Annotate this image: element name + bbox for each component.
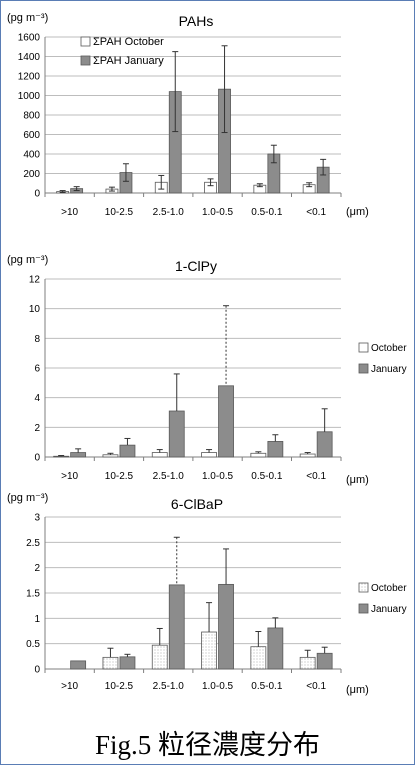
x-tick-label: 10-2.5 <box>105 471 134 482</box>
x-axis-label: (μm) <box>346 684 369 696</box>
x-tick-label: <0.1 <box>306 681 326 692</box>
x-tick-label: >10 <box>61 681 78 692</box>
y-tick-label: 2 <box>34 423 40 434</box>
bar-january <box>70 660 87 670</box>
bar-january <box>119 656 136 670</box>
bar-january <box>316 652 333 670</box>
x-tick-label: 1.0-0.5 <box>202 471 234 482</box>
bar-october <box>250 646 267 670</box>
y-tick-label: 0.5 <box>26 639 40 650</box>
bar-january <box>218 385 234 458</box>
y-axis-label: (pg m⁻³) <box>7 254 48 266</box>
y-tick-label: 1200 <box>18 72 41 83</box>
x-tick-label: 2.5-1.0 <box>153 681 185 692</box>
y-tick-label: 10 <box>29 304 41 315</box>
chart-2: 0 0.5 1 1.5 2 2.5 3 6-ClBaP (pg m⁻³) (μm) >10 10-2.… <box>7 492 407 696</box>
bar-october <box>201 452 217 458</box>
legend-label: October <box>371 583 407 594</box>
legend-label: October <box>371 343 407 354</box>
x-tick-label: 1.0-0.5 <box>202 207 234 218</box>
bar-january <box>119 444 136 458</box>
x-tick-label: 10-2.5 <box>105 207 134 218</box>
legend-label: January <box>371 604 407 615</box>
y-tick-label: 8 <box>34 334 40 345</box>
x-tick-label: 2.5-1.0 <box>153 471 185 482</box>
bar-january <box>168 584 185 670</box>
y-tick-label: 1400 <box>18 52 41 63</box>
x-tick-label: <0.1 <box>306 207 326 218</box>
bar-october <box>151 452 168 458</box>
bar-october <box>250 452 267 458</box>
y-tick-label: 4 <box>34 393 40 404</box>
legend-label: ΣPAH January <box>93 55 164 67</box>
bar-october <box>151 644 168 670</box>
bar-january <box>168 410 185 458</box>
figure-caption: Fig.5 粒径濃度分布 <box>94 730 321 760</box>
y-tick-label: 6 <box>34 364 40 375</box>
x-tick-label: 10-2.5 <box>105 681 134 692</box>
y-tick-label: 2 <box>34 563 40 574</box>
legend-label: ΣPAH October <box>93 36 164 48</box>
x-axis-label: (μm) <box>346 206 369 218</box>
chart-title: 6-ClBaP <box>171 496 223 512</box>
legend-swatch <box>80 36 91 47</box>
y-tick-label: 1.5 <box>26 589 40 600</box>
bar-october <box>102 656 119 670</box>
chart-0: 0 200 400 600 800 1000 1200 1400 1600 PAHs (pg m⁻³… <box>7 12 369 218</box>
legend-label: January <box>371 364 407 375</box>
legend-swatch <box>80 55 91 66</box>
x-tick-label: 1.0-0.5 <box>202 681 234 692</box>
y-tick-label: 0 <box>34 665 40 676</box>
x-tick-label: >10 <box>61 207 78 218</box>
bar-january <box>267 441 284 458</box>
y-tick-label: 600 <box>23 130 40 141</box>
y-tick-label: 12 <box>29 275 41 286</box>
x-tick-label: <0.1 <box>306 471 326 482</box>
x-tick-label: >10 <box>61 471 78 482</box>
x-axis-label: (μm) <box>346 474 369 486</box>
bar-january <box>316 431 333 458</box>
x-tick-label: 0.5-0.1 <box>251 207 283 218</box>
chart-1: 0 2 4 6 8 10 12 1-ClPy (pg m⁻³) (μm) >10 10-2.5 2.5-… <box>7 254 407 486</box>
y-tick-label: 1 <box>34 614 40 625</box>
bar-october <box>53 455 70 458</box>
chart-title: PAHs <box>179 13 214 29</box>
y-tick-label: 0 <box>34 453 40 464</box>
bar-january <box>70 452 87 458</box>
legend-swatch <box>358 582 369 593</box>
bar-october <box>299 656 316 670</box>
y-tick-label: 1000 <box>18 91 41 102</box>
legend-swatch <box>358 342 369 353</box>
y-axis-label: (pg m⁻³) <box>7 12 48 24</box>
bar-october <box>201 631 217 670</box>
y-tick-label: 2.5 <box>26 538 40 549</box>
x-tick-label: 2.5-1.0 <box>153 207 185 218</box>
bar-january <box>267 627 284 670</box>
legend-swatch <box>358 363 369 374</box>
bar-october <box>299 453 316 458</box>
x-tick-label: 0.5-0.1 <box>251 471 283 482</box>
bar-january <box>218 583 234 670</box>
y-tick-label: 800 <box>23 111 40 122</box>
y-tick-label: 200 <box>23 169 40 180</box>
chart-title: 1-ClPy <box>175 258 217 274</box>
legend-swatch <box>358 603 369 614</box>
x-tick-label: 0.5-0.1 <box>251 681 283 692</box>
y-tick-label: 3 <box>34 513 40 524</box>
y-tick-label: 400 <box>23 150 40 161</box>
y-axis-label: (pg m⁻³) <box>7 492 48 504</box>
y-tick-label: 0 <box>34 189 40 200</box>
y-tick-label: 1600 <box>18 33 41 44</box>
bar-october <box>102 454 119 458</box>
